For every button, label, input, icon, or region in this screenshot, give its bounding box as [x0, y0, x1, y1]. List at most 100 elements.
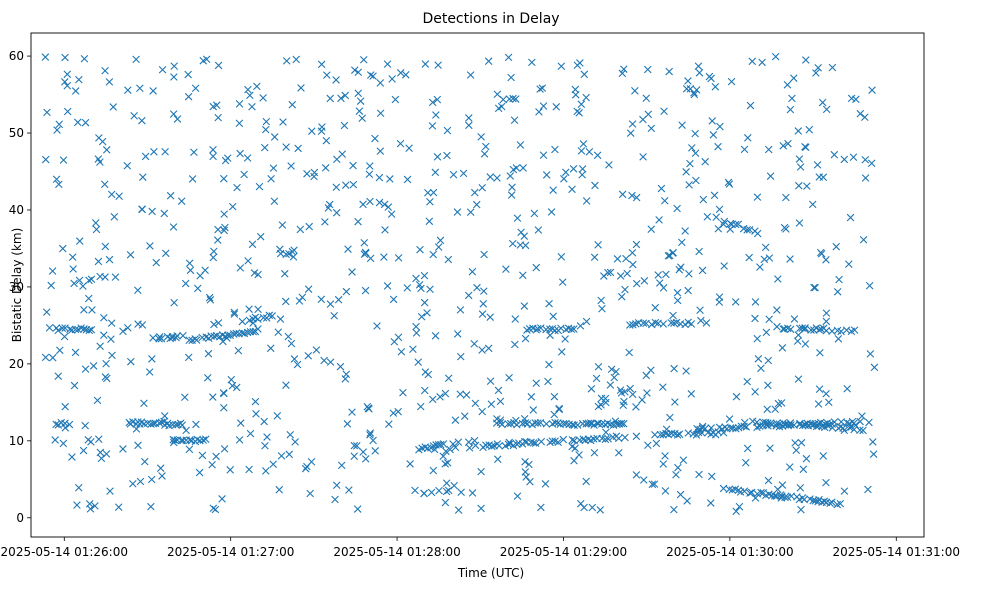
detection-marker: [687, 390, 696, 398]
detection-marker: [555, 405, 564, 414]
detection-marker: [74, 483, 83, 492]
detection-marker: [743, 226, 751, 234]
detection-marker: [705, 72, 714, 81]
detection-marker: [130, 112, 138, 120]
detection-marker: [332, 208, 341, 217]
detection-marker: [320, 356, 328, 365]
detection-marker: [206, 296, 215, 304]
detection-marker: [59, 244, 67, 253]
detection-marker: [487, 400, 496, 408]
detection-marker: [170, 62, 178, 70]
detection-marker: [132, 55, 140, 64]
detection-marker: [724, 178, 733, 187]
detection-marker: [571, 91, 580, 99]
detection-marker: [743, 377, 751, 386]
detection-marker: [764, 356, 773, 365]
detection-marker: [539, 102, 548, 110]
detection-marker: [434, 61, 442, 69]
detection-marker: [304, 352, 313, 360]
detection-marker: [394, 407, 402, 416]
detection-marker: [582, 477, 590, 486]
detection-marker: [670, 505, 678, 514]
detection-marker: [210, 247, 218, 256]
detection-marker: [87, 438, 95, 446]
detection-marker: [259, 313, 268, 322]
detection-marker: [712, 213, 721, 221]
detection-marker: [460, 412, 469, 420]
detection-marker: [353, 442, 361, 450]
detection-marker: [552, 103, 561, 111]
detection-marker: [186, 266, 195, 275]
detection-marker: [808, 200, 817, 209]
detection-marker: [123, 323, 132, 332]
detection-marker: [119, 327, 127, 336]
detection-marker: [568, 436, 577, 444]
detection-marker: [412, 322, 420, 331]
detection-marker: [235, 119, 244, 128]
detection-marker: [166, 191, 175, 200]
detection-marker: [814, 64, 822, 72]
detection-marker: [662, 270, 670, 279]
detection-marker: [532, 379, 541, 388]
detection-marker: [817, 325, 825, 333]
detection-marker: [79, 282, 87, 290]
detection-marker: [399, 388, 407, 397]
detection-marker: [786, 419, 795, 427]
detection-marker: [779, 142, 788, 150]
detection-marker: [817, 250, 826, 258]
detection-marker: [99, 331, 108, 339]
detection-marker: [576, 322, 585, 330]
detection-marker: [626, 384, 634, 393]
detection-marker: [740, 145, 749, 154]
detection-marker: [819, 452, 828, 460]
detection-marker: [366, 431, 374, 439]
detection-marker: [498, 420, 506, 429]
detection-marker: [869, 450, 878, 458]
detection-marker: [784, 139, 792, 148]
detection-marker: [504, 420, 512, 428]
detection-marker: [833, 288, 842, 296]
y-tick-label: 30: [9, 280, 24, 294]
detection-marker: [66, 325, 74, 334]
detection-marker: [679, 456, 688, 464]
detection-marker: [647, 320, 656, 329]
detection-marker: [282, 143, 290, 151]
detection-marker: [424, 188, 432, 197]
detection-marker: [123, 161, 132, 170]
detection-marker: [240, 170, 248, 179]
detection-marker: [508, 239, 517, 248]
detection-marker: [279, 118, 287, 126]
detection-marker: [94, 155, 103, 163]
detection-marker: [578, 170, 586, 179]
detection-marker: [287, 162, 295, 170]
detection-marker: [788, 94, 796, 103]
detection-marker: [781, 420, 789, 429]
y-tick-label: 20: [9, 357, 24, 371]
detection-marker: [293, 360, 302, 369]
detection-marker: [355, 107, 364, 115]
detection-marker: [375, 198, 384, 207]
detection-marker: [209, 253, 218, 262]
detection-marker: [774, 399, 783, 408]
detection-marker: [360, 250, 369, 259]
detection-marker: [590, 253, 599, 262]
detection-marker: [868, 86, 876, 94]
detection-marker: [434, 243, 443, 251]
detection-marker: [244, 85, 252, 94]
detection-marker: [52, 420, 60, 429]
detection-marker: [567, 325, 576, 334]
detection-marker: [59, 439, 68, 448]
detection-marker: [337, 94, 345, 103]
detection-marker: [619, 419, 628, 428]
detection-marker: [605, 161, 613, 169]
y-tick-label: 40: [9, 203, 24, 217]
detection-marker: [865, 281, 874, 290]
detection-marker: [181, 393, 189, 402]
detection-marker: [322, 136, 331, 145]
detection-marker: [568, 185, 576, 194]
detection-marker: [647, 124, 656, 133]
detection-marker: [140, 399, 148, 408]
detection-marker: [263, 433, 271, 441]
detection-marker: [558, 278, 567, 286]
detection-marker: [219, 403, 228, 412]
